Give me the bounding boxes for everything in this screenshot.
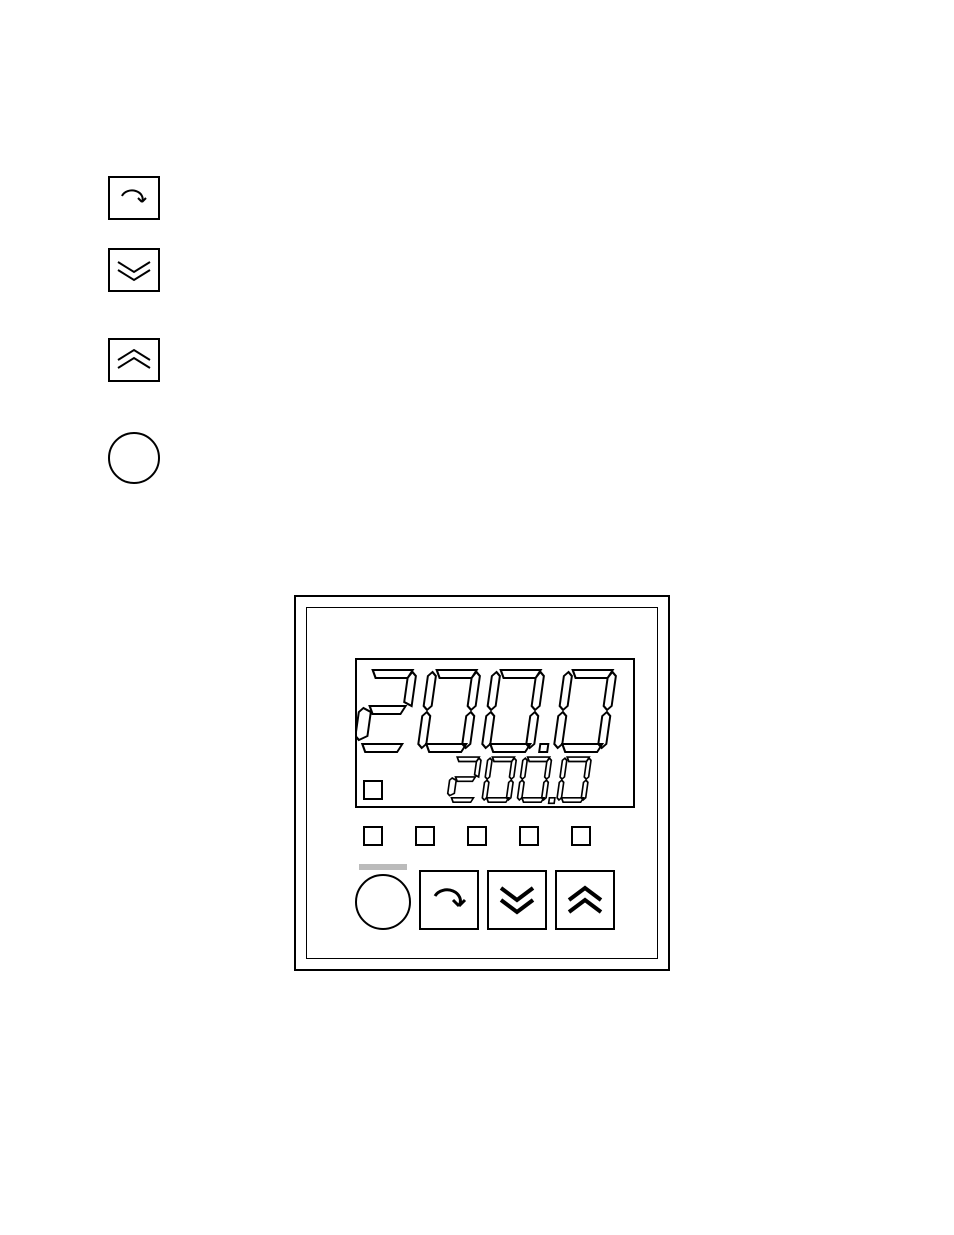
indicator-square <box>363 780 383 800</box>
indicator-square <box>571 826 591 846</box>
chevron-down-icon <box>108 248 160 292</box>
circle-icon <box>355 874 411 930</box>
controller-device: 200.0 200.0 <box>294 595 670 971</box>
circle-icon <box>108 432 160 484</box>
indicator-square <box>415 826 435 846</box>
chevron-down-icon <box>495 880 539 920</box>
indicator-square <box>467 826 487 846</box>
indicator-square <box>363 826 383 846</box>
down-button[interactable] <box>487 870 547 930</box>
cycle-button[interactable] <box>419 870 479 930</box>
lcd-display: 200.0 200.0 <box>355 658 635 808</box>
chevron-up-icon <box>563 880 607 920</box>
chevron-up-icon <box>108 338 160 382</box>
indicator-square <box>519 826 539 846</box>
mode-led-bar <box>359 864 407 870</box>
up-button[interactable] <box>555 870 615 930</box>
cycle-icon <box>427 882 471 918</box>
cycle-icon <box>108 176 160 220</box>
controller-bezel: 200.0 200.0 <box>306 607 658 959</box>
page: 200.0 200.0 <box>0 0 954 170</box>
